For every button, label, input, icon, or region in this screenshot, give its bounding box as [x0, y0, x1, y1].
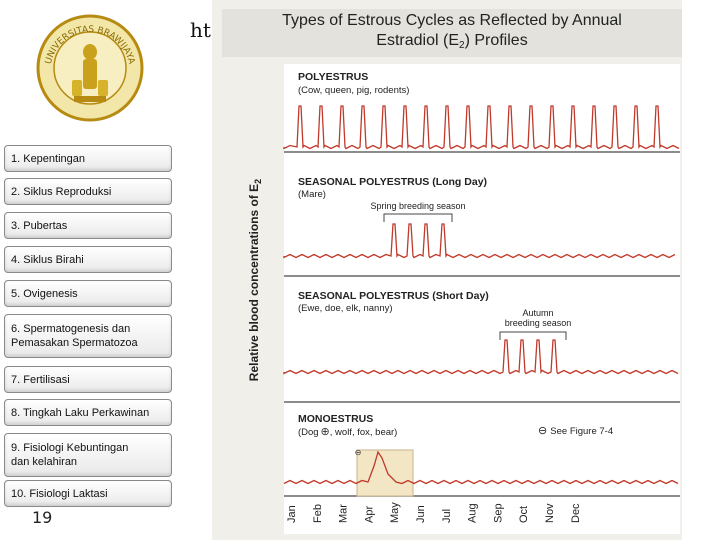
month-label-mar: Mar: [338, 504, 350, 523]
monoestrus-highlight-box: [356, 449, 414, 497]
annotation-spring-breeding: Spring breeding season: [370, 201, 465, 211]
menu-item-label: 2. Siklus Reproduksi: [11, 185, 112, 198]
header-fragment: ht: [190, 18, 211, 42]
panel-subheading-long-day: (Mare): [298, 189, 326, 200]
month-label-jun: Jun: [415, 505, 427, 523]
menu-item-spermatogenesis[interactable]: 6. Spermatogenesis dan Pemasakan Spermat…: [4, 314, 172, 358]
bracket-autumn-breeding: [499, 331, 567, 340]
month-label-nov: Nov: [544, 503, 556, 523]
month-label-jan: Jan: [286, 505, 298, 523]
estradiol-trace-short-day: [283, 339, 679, 375]
menu-item-siklus-birahi[interactable]: 4. Siklus Birahi: [4, 246, 172, 273]
estradiol-trace-monoestrus: [283, 450, 679, 485]
figure-title-band: [222, 9, 682, 57]
month-label-may: May: [389, 502, 401, 523]
menu-item-label: 5. Ovigenesis: [11, 287, 78, 300]
month-label-sep: Sep: [492, 503, 504, 523]
menu-item-siklus-reproduksi[interactable]: 2. Siklus Reproduksi: [4, 178, 172, 205]
menu-item-label: 4. Siklus Birahi: [11, 253, 84, 266]
y-axis-label: Relative blood concentrations of E2: [247, 179, 263, 381]
menu-item-kepentingan[interactable]: 1. Kepentingan: [4, 145, 172, 172]
menu-item-label: 10. Fisiologi Laktasi: [11, 487, 108, 500]
menu-item-fisiologi-laktasi[interactable]: 10. Fisiologi Laktasi: [4, 480, 172, 507]
menu-item-label: 7. Fertilisasi: [11, 373, 70, 386]
university-seal-icon: UNIVERSITAS BRAWIJAYA: [36, 14, 144, 122]
panel-subheading-monoestrus: (Dog ⊕, wolf, fox, bear): [298, 426, 397, 438]
month-label-jul: Jul: [441, 509, 453, 523]
plot-area: [284, 64, 680, 534]
panel-heading-polyestrus: POLYESTRUS: [298, 71, 368, 83]
month-label-aug: Aug: [467, 503, 479, 523]
month-label-apr: Apr: [363, 506, 375, 523]
menu-item-label: 3. Pubertas: [11, 219, 68, 232]
menu-item-tingkah-laku-perkawinan[interactable]: 8. Tingkah Laku Perkawinan: [4, 399, 172, 426]
panel-heading-long-day: SEASONAL POLYESTRUS (Long Day): [298, 176, 487, 188]
panel-heading-monoestrus: MONOESTRUS: [298, 413, 373, 425]
menu-item-ovigenesis[interactable]: 5. Ovigenesis: [4, 280, 172, 307]
menu-item-fisiologi-kebuntingan[interactable]: 9. Fisiologi Kebuntingan dan kelahiran: [4, 433, 172, 477]
month-label-feb: Feb: [312, 504, 324, 523]
bracket-spring-breeding: [383, 213, 453, 222]
menu-item-label: 8. Tingkah Laku Perkawinan: [11, 406, 150, 419]
menu-item-label: 1. Kepentingan: [11, 152, 86, 165]
figure-title-line1: Types of Estrous Cycles as Reflected by …: [282, 12, 622, 29]
see-figure-note: ⊖ See Figure 7-4: [538, 425, 613, 437]
month-axis-labels: Jan Feb Mar Apr May Jun Jul Aug Sep Oct Nov Dec: [286, 502, 582, 523]
estradiol-trace-polyestrus: [283, 105, 680, 150]
female-sign-icon: ⊖: [355, 448, 362, 457]
panel-heading-short-day: SEASONAL POLYESTRUS (Short Day): [298, 290, 489, 302]
figure-title-line2: Estradiol (E2) Profiles: [376, 32, 527, 51]
menu-item-fertilisasi[interactable]: 7. Fertilisasi: [4, 366, 172, 393]
menu-item-label: 9. Fisiologi Kebuntingan dan kelahiran: [11, 442, 129, 468]
panel-subheading-polyestrus: (Cow, queen, pig, rodents): [298, 85, 409, 96]
menu-item-pubertas[interactable]: 3. Pubertas: [4, 212, 172, 239]
page-number: 19: [32, 508, 53, 527]
estradiol-trace-long-day: [283, 223, 676, 259]
panel-subheading-short-day: (Ewe, doe, elk, nanny): [298, 303, 393, 314]
month-label-oct: Oct: [518, 506, 530, 523]
annotation-autumn-line2: breeding season: [505, 318, 572, 328]
estrous-cycles-figure: Types of Estrous Cycles as Reflected by …: [212, 0, 682, 540]
menu-item-label: 6. Spermatogenesis dan Pemasakan Spermat…: [11, 323, 138, 349]
month-label-dec: Dec: [570, 503, 582, 523]
annotation-autumn-line1: Autumn: [522, 308, 553, 318]
